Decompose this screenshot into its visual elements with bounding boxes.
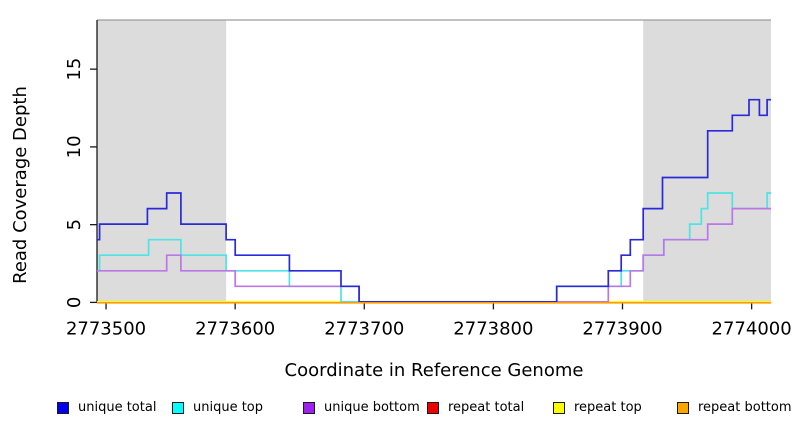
y-tick-label: 0: [64, 297, 85, 308]
repeat-region-left: [97, 20, 227, 303]
y-tick-label: 15: [64, 58, 85, 81]
x-axis-label: Coordinate in Reference Genome: [285, 360, 584, 381]
x-tick-label: 2773900: [582, 318, 662, 339]
x-tick-label: 2773800: [453, 318, 533, 339]
y-tick-label: 5: [64, 219, 85, 230]
x-tick-label: 2773500: [66, 318, 146, 339]
series-line-unique-total: [97, 98, 771, 303]
series-line-unique-top: [97, 192, 771, 303]
y-tick-label: 10: [64, 135, 85, 158]
y-axis-label: Read Coverage Depth: [10, 86, 31, 284]
x-tick-label: 2773600: [195, 318, 275, 339]
x-tick-label: 2773700: [324, 318, 404, 339]
x-tick-label: 2774000: [712, 318, 792, 339]
series-line-unique-bottom: [97, 207, 771, 303]
